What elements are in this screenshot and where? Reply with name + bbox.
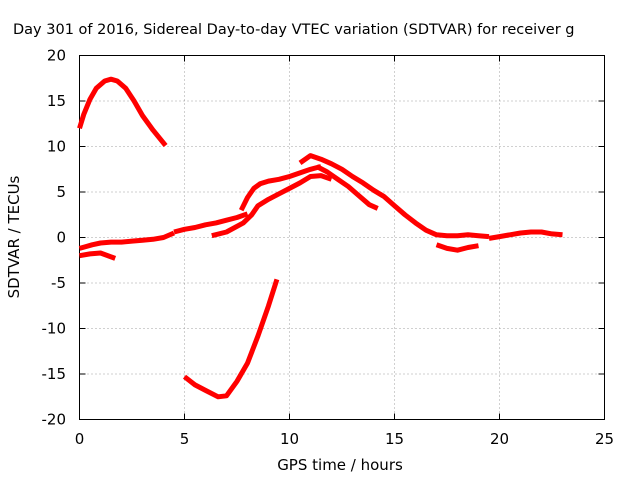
y-tick-label: -10	[42, 320, 67, 338]
y-tick-label: 20	[47, 47, 66, 65]
y-axis-label: SDTVAR / TECUs	[5, 175, 23, 298]
y-tick-label: -15	[42, 365, 67, 383]
x-tick-label: 0	[75, 430, 85, 448]
series-arc-1	[77, 76, 168, 148]
series-arc-5	[182, 278, 280, 400]
y-tick-label: -5	[51, 274, 66, 292]
y-tick-label: 0	[56, 229, 66, 247]
x-tick-label: 5	[180, 430, 190, 448]
ticks: 0 5 10 15 20 25 -20 -15 -10 -5 0 5 10 15 20	[42, 47, 615, 449]
grid	[79, 55, 605, 420]
x-tick-label: 25	[595, 430, 614, 448]
series-arc-3	[79, 250, 117, 261]
y-tick-label: -20	[42, 411, 67, 429]
chart-title: Day 301 of 2016, Sidereal Day-to-day VTE…	[13, 22, 574, 38]
y-tick-label: 10	[47, 138, 66, 156]
x-tick-label: 15	[385, 430, 404, 448]
series-arc-6	[211, 173, 333, 239]
x-tick-label: 20	[490, 430, 509, 448]
series-arc-7	[238, 164, 322, 212]
series-arc-10	[435, 242, 479, 253]
series-arc-2	[78, 230, 175, 251]
x-tick-label: 10	[280, 430, 299, 448]
series-arc-4	[173, 211, 249, 235]
series-arc-9	[315, 164, 379, 211]
y-tick-label: 15	[47, 92, 66, 110]
y-tick-label: 5	[56, 183, 66, 201]
series-group	[77, 76, 563, 400]
series-arc-11	[488, 229, 563, 241]
x-axis-label: GPS time / hours	[277, 456, 403, 474]
series-arc-8	[298, 153, 490, 240]
